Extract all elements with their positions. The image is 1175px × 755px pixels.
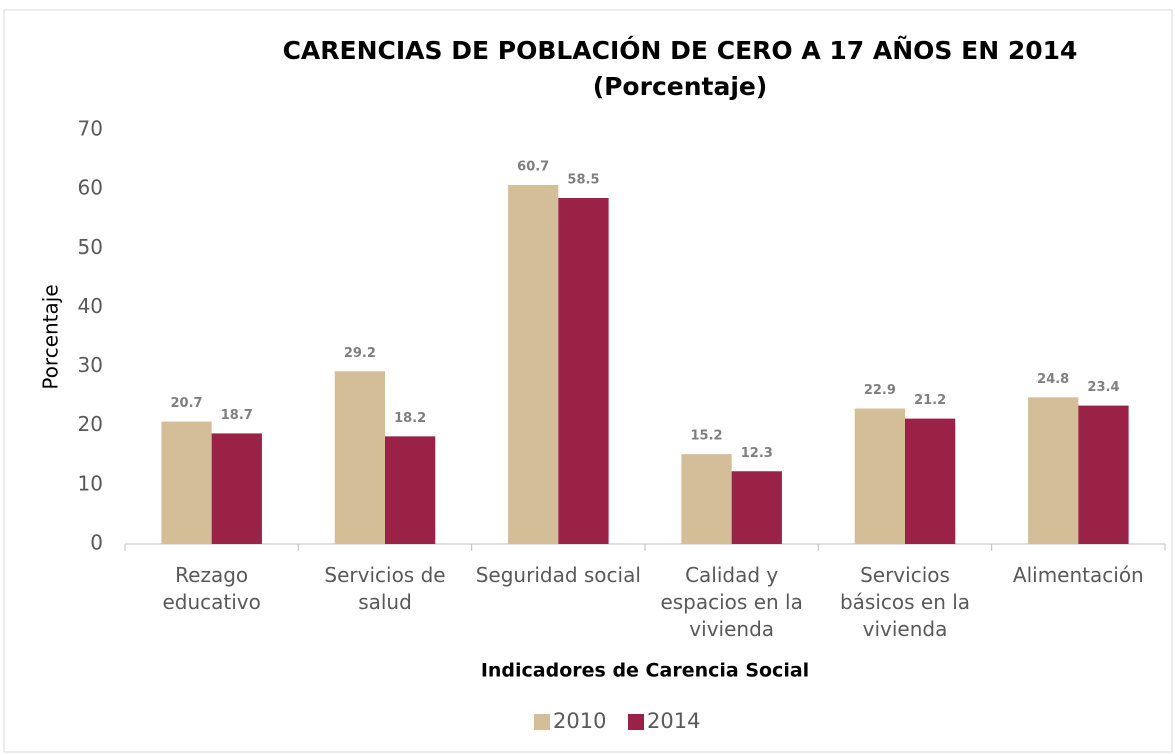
value-label: 58.5 — [567, 173, 599, 188]
chart-title: CARENCIAS DE POBLACIÓN DE CERO A 17 AÑOS… — [283, 35, 1078, 65]
bar — [1078, 405, 1129, 544]
y-tick-label: 0 — [90, 531, 103, 555]
bar — [854, 408, 905, 544]
value-label: 12.3 — [741, 446, 773, 461]
x-tick-label: Seguridad social — [475, 563, 641, 587]
bar — [558, 198, 609, 544]
x-tick-label: Servicios de salud — [324, 563, 446, 614]
y-tick-label: 50 — [78, 235, 103, 259]
legend-label: 2014 — [647, 709, 700, 733]
bar — [905, 418, 956, 544]
bar — [508, 185, 559, 544]
value-label: 22.9 — [864, 383, 896, 398]
chart-frame — [3, 9, 1173, 753]
value-label: 29.2 — [344, 346, 376, 361]
value-label: 24.8 — [1037, 372, 1069, 387]
x-tick-label: Rezago educativo — [162, 563, 261, 614]
chart-subtitle: (Porcentaje) — [593, 72, 768, 101]
value-label: 60.7 — [517, 160, 549, 175]
value-label: 18.2 — [394, 411, 426, 426]
y-tick-label: 40 — [78, 294, 103, 318]
bar — [681, 454, 732, 544]
bar — [1028, 397, 1079, 544]
y-tick-label: 30 — [78, 353, 103, 377]
bar — [211, 433, 262, 544]
value-label: 21.2 — [914, 393, 946, 408]
bar — [161, 421, 212, 544]
bar — [334, 371, 385, 544]
x-axis-title: Indicadores de Carencia Social — [481, 660, 809, 682]
x-tick-label: Calidad y espacios en la vivienda — [660, 563, 803, 641]
bar — [731, 471, 782, 544]
y-tick-label: 70 — [78, 117, 103, 141]
legend-label: 2010 — [553, 709, 606, 733]
y-tick-label: 20 — [78, 412, 103, 436]
value-label: 20.7 — [170, 396, 202, 411]
value-label: 23.4 — [1087, 380, 1119, 395]
value-label: 15.2 — [690, 429, 722, 444]
y-tick-label: 60 — [78, 176, 103, 200]
bar — [385, 436, 436, 544]
legend-swatch — [534, 714, 550, 730]
y-axis-title: Porcentaje — [39, 284, 63, 389]
y-tick-label: 10 — [78, 471, 103, 495]
value-label: 18.7 — [221, 408, 253, 423]
x-tick-label: Alimentación — [1012, 563, 1144, 587]
legend-swatch — [628, 714, 644, 730]
x-tick-label: Servicios básicos en la vivienda — [839, 563, 971, 641]
